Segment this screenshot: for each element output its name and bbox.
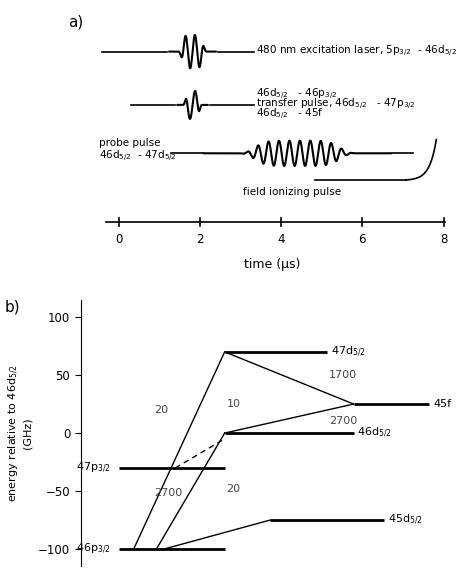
Text: 47d$_{5/2}$: 47d$_{5/2}$ [331,345,365,359]
Text: 2700: 2700 [329,417,357,427]
Text: 20: 20 [155,405,169,415]
Text: a): a) [68,15,83,30]
Text: 46p$_{3/2}$: 46p$_{3/2}$ [76,542,111,556]
Text: 2700: 2700 [155,488,183,498]
Text: 45f: 45f [433,399,451,409]
Text: 2: 2 [196,234,203,246]
Text: 8: 8 [440,234,447,246]
Text: 47p$_{3/2}$: 47p$_{3/2}$ [76,461,111,475]
Text: 46d$_{5/2}$  - 47d$_{5/2}$: 46d$_{5/2}$ - 47d$_{5/2}$ [99,149,176,164]
Text: transfer pulse, 46d$_{5/2}$   - 47p$_{3/2}$: transfer pulse, 46d$_{5/2}$ - 47p$_{3/2}… [256,97,416,113]
Text: 1700: 1700 [329,370,357,380]
Text: 10: 10 [227,399,241,409]
Text: b): b) [5,299,20,314]
Text: 45d$_{5/2}$: 45d$_{5/2}$ [388,513,422,527]
Text: probe pulse: probe pulse [99,138,160,149]
Text: time (μs): time (μs) [244,258,300,271]
Text: 0: 0 [115,234,122,246]
Y-axis label: energy relative to 46d$_{5/2}$
(GHz): energy relative to 46d$_{5/2}$ (GHz) [7,364,33,502]
Text: 480 nm excitation laser, 5p$_{3/2}$  - 46d$_{5/2}$: 480 nm excitation laser, 5p$_{3/2}$ - 46… [256,44,456,59]
Text: 4: 4 [277,234,285,246]
Text: 46d$_{5/2}$   - 45f: 46d$_{5/2}$ - 45f [256,108,323,123]
Text: 6: 6 [358,234,366,246]
Text: 20: 20 [227,484,241,494]
Text: 46d$_{5/2}$: 46d$_{5/2}$ [357,426,392,440]
Text: field ionizing pulse: field ionizing pulse [243,187,341,197]
Text: 46d$_{5/2}$   - 46p$_{3/2}$: 46d$_{5/2}$ - 46p$_{3/2}$ [256,87,337,102]
